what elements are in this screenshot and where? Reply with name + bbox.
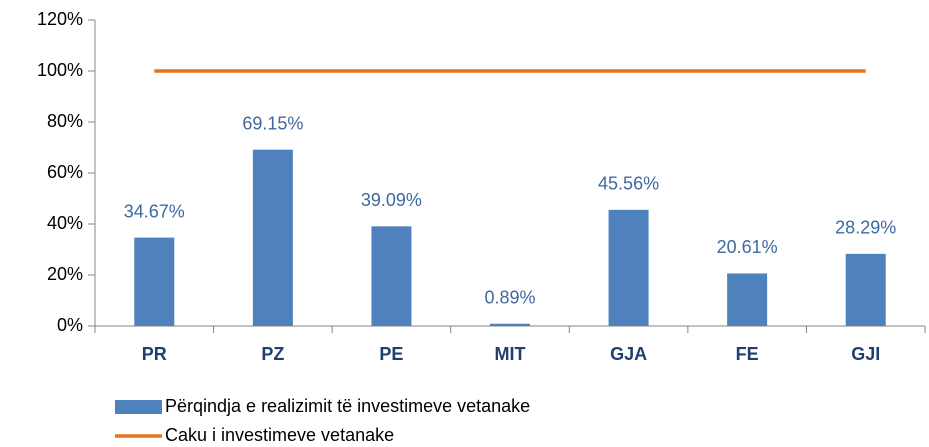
legend-label: Përqindja e realizimit të investimeve ve… bbox=[165, 396, 530, 416]
data-label: 0.89% bbox=[484, 287, 535, 307]
y-tick-label: 100% bbox=[37, 60, 83, 80]
x-tick-label: MIT bbox=[495, 344, 526, 364]
bar bbox=[608, 209, 649, 326]
x-tick-label: FE bbox=[736, 344, 759, 364]
bar bbox=[134, 237, 175, 326]
bar bbox=[490, 323, 530, 326]
x-tick-label: PZ bbox=[261, 344, 284, 364]
bar bbox=[252, 149, 293, 326]
data-label: 34.67% bbox=[124, 201, 185, 221]
data-label: 69.15% bbox=[242, 113, 303, 133]
legend-swatch bbox=[115, 400, 162, 414]
x-tick-label: GJI bbox=[851, 344, 880, 364]
y-tick-label: 120% bbox=[37, 9, 83, 29]
y-tick-label: 80% bbox=[47, 111, 83, 131]
x-tick-label: PE bbox=[379, 344, 403, 364]
x-tick-label: GJA bbox=[610, 344, 647, 364]
data-label: 39.09% bbox=[361, 190, 422, 210]
bar bbox=[727, 273, 768, 326]
data-label: 45.56% bbox=[598, 174, 659, 194]
data-label: 28.29% bbox=[835, 218, 896, 238]
y-tick-label: 20% bbox=[47, 264, 83, 284]
y-tick-label: 40% bbox=[47, 213, 83, 233]
bar bbox=[845, 253, 886, 326]
bar bbox=[371, 226, 412, 326]
data-label: 20.61% bbox=[717, 237, 778, 257]
legend-label: Caku i investimeve vetanake bbox=[165, 425, 394, 445]
y-tick-label: 0% bbox=[57, 315, 83, 335]
y-tick-label: 60% bbox=[47, 162, 83, 182]
x-tick-label: PR bbox=[142, 344, 167, 364]
